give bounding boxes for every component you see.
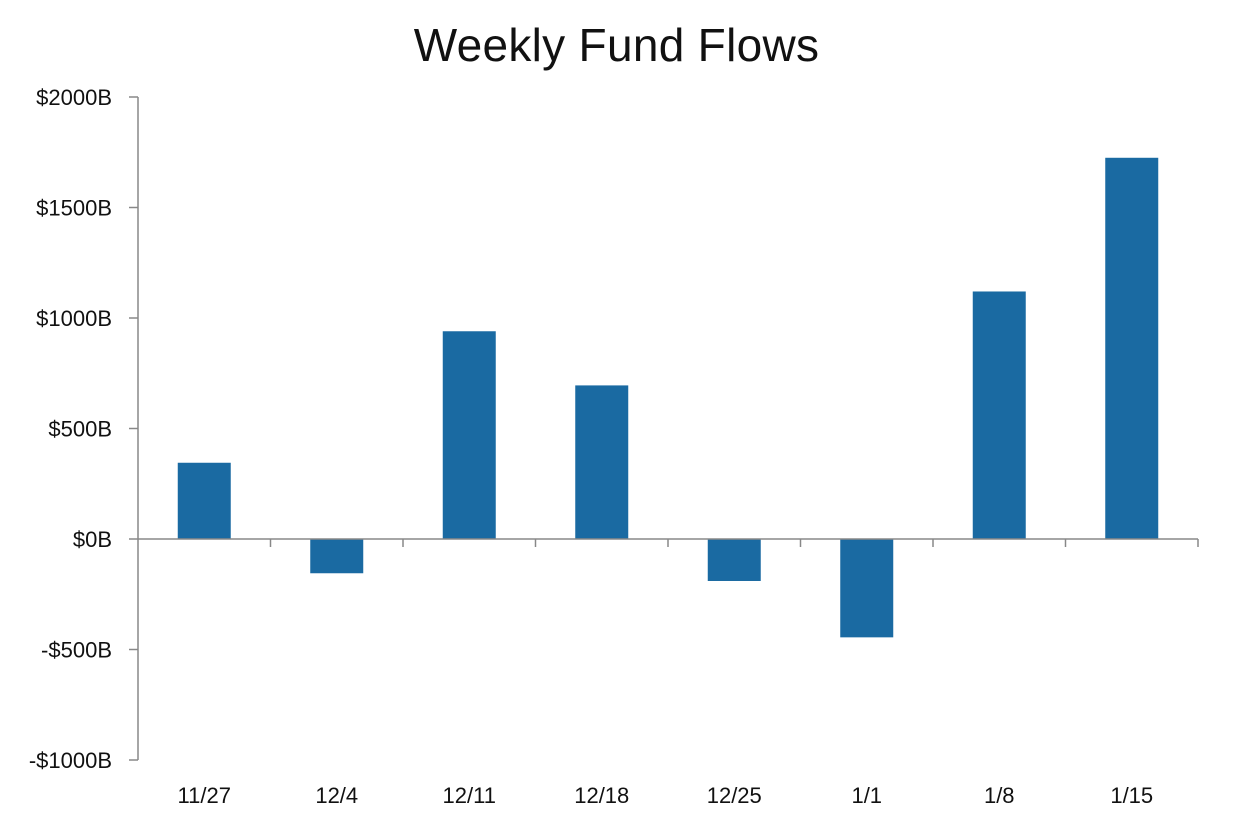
bar xyxy=(840,539,894,638)
x-tick-label: 12/4 xyxy=(315,783,358,808)
bar xyxy=(1105,157,1159,539)
x-tick-label: 1/8 xyxy=(984,783,1015,808)
x-tick-label: 12/18 xyxy=(574,783,629,808)
y-tick-label: -$500B xyxy=(41,638,112,663)
x-tick-label: 12/25 xyxy=(707,783,762,808)
x-tick-label: 1/15 xyxy=(1110,783,1153,808)
y-tick-label: $500B xyxy=(48,417,112,442)
bar xyxy=(575,385,629,539)
y-tick-label: $1000B xyxy=(36,306,112,331)
y-tick-label: $1500B xyxy=(36,196,112,221)
x-tick-label: 1/1 xyxy=(851,783,882,808)
bar xyxy=(177,462,231,539)
y-tick-label: -$1000B xyxy=(29,748,112,773)
x-tick-label: 11/27 xyxy=(178,783,231,808)
bar xyxy=(442,331,496,539)
bar xyxy=(707,539,761,581)
chart-title: Weekly Fund Flows xyxy=(413,19,820,71)
y-tick-label: $0B xyxy=(73,527,112,552)
x-tick-label: 12/11 xyxy=(443,783,496,808)
bar xyxy=(972,291,1026,539)
y-tick-label: $2000B xyxy=(36,85,112,110)
bar xyxy=(310,539,364,574)
